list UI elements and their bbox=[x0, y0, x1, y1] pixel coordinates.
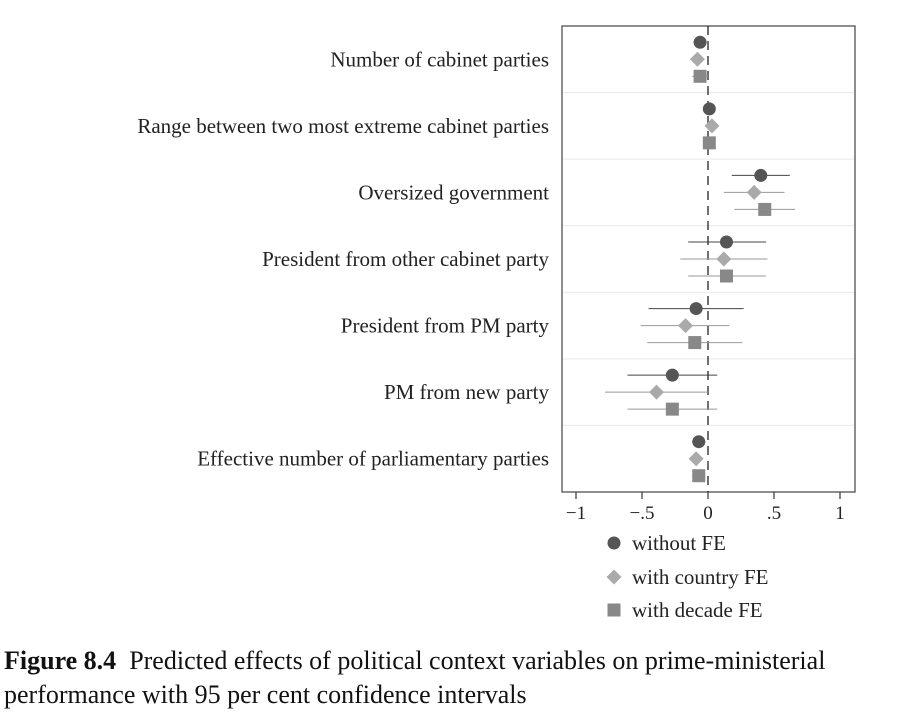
x-tick-label: −.5 bbox=[630, 503, 655, 524]
point-estimate-marker bbox=[758, 202, 772, 216]
category-label: President from PM party bbox=[341, 314, 550, 338]
point-estimate-marker bbox=[649, 384, 665, 400]
category-label: PM from new party bbox=[384, 380, 550, 404]
x-tick-label: 0 bbox=[703, 503, 713, 524]
point-estimate-marker bbox=[688, 451, 704, 467]
category-label: Effective number of parliamentary partie… bbox=[197, 447, 549, 471]
category-label: Oversized government bbox=[358, 180, 549, 204]
category-label: Range between two most extreme cabinet p… bbox=[137, 114, 549, 138]
point-estimate-marker bbox=[678, 318, 694, 334]
point-estimate-marker bbox=[693, 35, 707, 49]
category-labels: Number of cabinet parties Range between t… bbox=[137, 47, 549, 470]
legend-marker bbox=[607, 536, 621, 550]
legend-label: without FE bbox=[632, 531, 726, 555]
legend-marker bbox=[606, 569, 622, 585]
x-axis-ticks: −1 −.5 0 .5 1 bbox=[566, 492, 845, 524]
figure-number: Figure 8.4 bbox=[4, 646, 117, 675]
point-estimate-marker bbox=[665, 368, 679, 382]
category-label: President from other cabinet party bbox=[262, 247, 549, 271]
point-estimate-marker bbox=[746, 184, 762, 200]
x-tick-label: .5 bbox=[767, 503, 781, 524]
point-estimate-marker bbox=[754, 168, 768, 182]
point-estimate-marker bbox=[719, 235, 733, 249]
legend-label: with country FE bbox=[632, 565, 769, 589]
point-estimate-marker bbox=[665, 402, 679, 416]
legend: without FE with country FE with decade FE bbox=[606, 531, 769, 622]
legend-marker bbox=[607, 603, 621, 617]
point-estimate-marker bbox=[702, 136, 716, 150]
figure-caption-text: Predicted effects of political context v… bbox=[4, 646, 826, 709]
x-tick-label: −1 bbox=[566, 503, 586, 524]
point-estimate-marker bbox=[688, 336, 702, 350]
point-estimate-marker bbox=[719, 269, 733, 283]
point-estimate-marker bbox=[716, 251, 732, 267]
legend-label: with decade FE bbox=[632, 598, 763, 622]
x-tick-label: 1 bbox=[835, 503, 845, 524]
point-estimate-marker bbox=[704, 118, 720, 134]
point-estimate-marker bbox=[702, 102, 716, 116]
point-estimate-marker bbox=[693, 69, 707, 83]
chart-marks bbox=[605, 35, 796, 483]
coefficient-plot: Number of cabinet parties Range between t… bbox=[137, 25, 856, 622]
point-estimate-marker bbox=[692, 469, 706, 483]
point-estimate-marker bbox=[692, 435, 706, 449]
point-estimate-marker bbox=[689, 51, 705, 67]
category-label: Number of cabinet parties bbox=[330, 47, 549, 71]
point-estimate-marker bbox=[689, 302, 703, 316]
figure-caption: Figure 8.4 Predicted effects of politica… bbox=[4, 644, 919, 712]
